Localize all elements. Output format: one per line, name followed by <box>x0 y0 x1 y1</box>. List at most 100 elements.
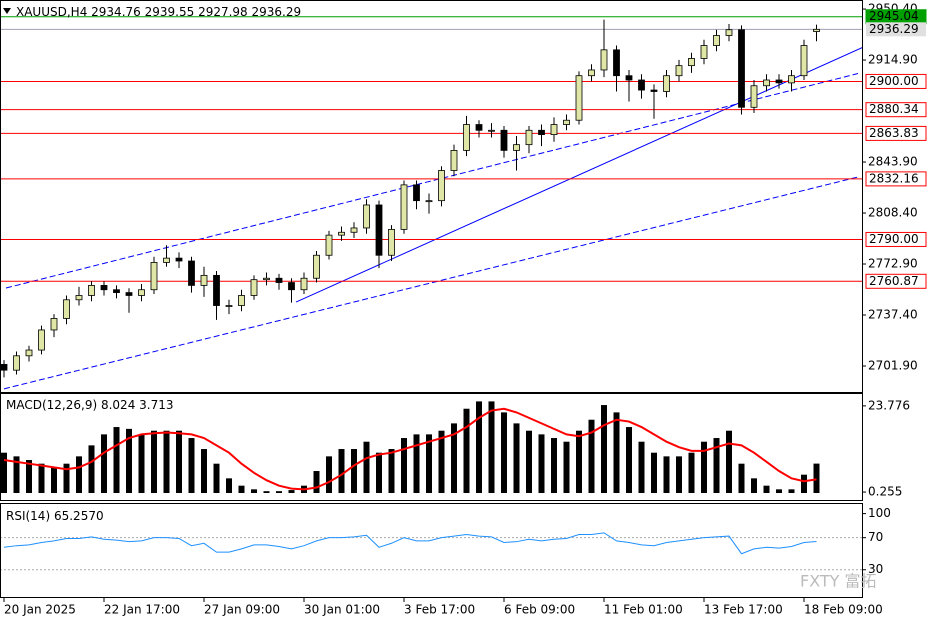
candle-body <box>350 227 358 233</box>
candle-body <box>463 124 470 151</box>
macd-bar <box>576 430 582 494</box>
rsi-header: RSI(14) 65.2570 <box>6 509 104 523</box>
macd-bar <box>1 452 7 494</box>
macd-bar <box>88 445 95 494</box>
candle-body <box>13 355 20 371</box>
x-tick-label: 22 Jan 17:00 <box>104 603 180 617</box>
level-label-box <box>865 231 927 247</box>
macd-bar <box>588 419 595 494</box>
macd-bar <box>63 463 70 494</box>
macd-bar <box>451 423 457 494</box>
candle-body <box>750 85 758 108</box>
close: 2936.29 <box>252 5 302 19</box>
macd-bar <box>338 449 345 494</box>
candle-body <box>475 124 483 131</box>
symbol: XAUUSD,H4 <box>16 5 87 19</box>
macd-bar <box>226 478 232 494</box>
candle-body <box>25 349 33 357</box>
candle-body <box>325 234 333 256</box>
macd-frame <box>0 393 863 501</box>
macd-bar <box>501 412 507 494</box>
rsi-line <box>3 532 817 555</box>
y-tick-label: 2914.90 <box>868 53 918 67</box>
y-tick-label: 23.776 <box>868 398 910 412</box>
candle-body <box>438 170 445 202</box>
candle-body <box>650 89 658 92</box>
macd-plot <box>1 401 820 494</box>
candle-body <box>513 144 520 151</box>
macd-bar <box>688 452 695 494</box>
level-label: 2945.04 <box>869 9 919 23</box>
candle-body <box>125 292 133 296</box>
candle-body <box>538 129 545 135</box>
macd-bar <box>176 430 182 494</box>
x-tick-label: 27 Jan 09:00 <box>204 603 280 617</box>
macd-bar <box>13 456 20 494</box>
macd-bar <box>326 456 332 494</box>
macd-bar <box>763 485 770 494</box>
main-plot <box>1 16 862 390</box>
macd-bar <box>251 489 257 494</box>
candle-body <box>263 277 270 281</box>
x-tick-label: 18 Feb 09:00 <box>804 603 883 617</box>
candle-body <box>588 69 595 77</box>
x-tick-label: 3 Feb 17:00 <box>404 603 475 617</box>
level-label: 2900.00 <box>869 74 919 88</box>
macd-bar <box>263 491 270 494</box>
level-label-box <box>865 273 927 289</box>
macd-bar <box>638 441 645 494</box>
candle-body <box>213 274 220 306</box>
candle-body <box>188 260 195 286</box>
candle-body <box>75 295 83 301</box>
macd-bar <box>138 434 145 494</box>
level-label-box <box>865 125 927 141</box>
candle-body <box>625 75 633 81</box>
macd-bar <box>613 412 620 494</box>
level-label-box <box>865 171 927 187</box>
macd-bar <box>813 463 820 494</box>
macd-bar <box>601 405 607 494</box>
macd-bar <box>801 474 807 494</box>
macd-bar <box>51 467 57 494</box>
candle-body <box>500 129 508 151</box>
candle-body <box>288 282 295 291</box>
macd-bar <box>701 441 707 494</box>
trendline <box>3 176 859 390</box>
candle-body <box>425 200 433 203</box>
current-price-label: 2936.29 <box>869 22 919 36</box>
candle-body <box>800 45 808 77</box>
macd-bar <box>626 427 632 494</box>
signal-line <box>3 407 817 491</box>
candle-body <box>600 49 608 71</box>
macd-bar <box>751 478 757 494</box>
candle-body <box>725 29 733 36</box>
macd-bar <box>738 463 745 494</box>
candle-body <box>63 299 70 319</box>
y-tick-label: 0.255 <box>868 485 902 499</box>
macd-bar <box>126 428 132 494</box>
candle-body <box>250 279 258 296</box>
macd-header: MACD(12,26,9) 8.024 3.713 <box>6 398 174 412</box>
main-frame <box>0 0 863 393</box>
rsi-value: 65.2570 <box>54 509 104 523</box>
macd-bar <box>363 441 370 494</box>
candle-body <box>375 204 383 256</box>
y-tick-label: 2737.40 <box>868 308 918 322</box>
macd-bar <box>713 438 720 494</box>
candle-body <box>338 231 345 236</box>
header: XAUUSD,H4 2934.76 2939.55 2927.98 2936.2… <box>16 5 301 19</box>
macd-bar <box>551 438 557 494</box>
macd-bar <box>538 434 545 494</box>
macd-bar <box>776 489 782 494</box>
macd-bar <box>788 489 795 494</box>
y-tick-label: 2808.40 <box>868 206 918 220</box>
y-tick-label: 30 <box>868 562 883 576</box>
candle-body <box>275 277 283 283</box>
candle-body <box>163 257 170 263</box>
candle-body <box>813 28 820 32</box>
x-tick-label: 13 Feb 17:00 <box>704 603 783 617</box>
candle-body <box>300 277 308 291</box>
candle-body <box>100 285 108 291</box>
macd-value: 8.024 <box>101 398 135 412</box>
axes: 2950.402914.902843.902808.402772.902737.… <box>3 2 927 617</box>
